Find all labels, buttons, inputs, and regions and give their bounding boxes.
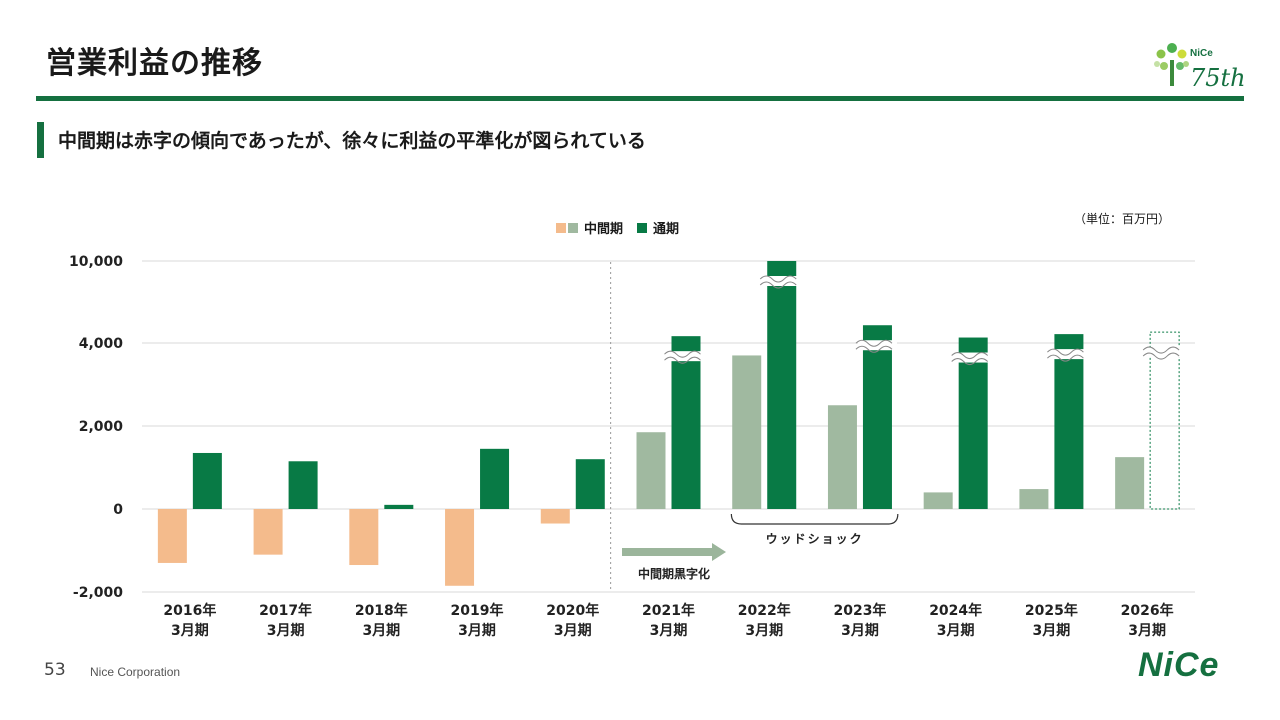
full-year-bar: [767, 261, 797, 509]
interim-bar: [157, 509, 187, 563]
full-year-bar: [671, 336, 701, 509]
x-tick-label: 2018年: [355, 602, 408, 619]
x-tick-label: 3月期: [458, 623, 496, 639]
axis-break-wave-icon: [855, 345, 893, 353]
anniversary-logo: NiCe 75th: [1150, 40, 1250, 92]
full-year-bar: [1054, 334, 1084, 509]
x-tick-label: 2019年: [451, 602, 504, 619]
x-tick-label: 3月期: [362, 623, 400, 639]
interim-bar: [923, 492, 953, 509]
chart-legend: 中間期 通期: [556, 218, 679, 237]
subtitle-accent-bar: [37, 122, 44, 158]
y-tick-label: 2,000: [79, 419, 124, 435]
full-year-bar: [480, 448, 510, 509]
legend-label-interim: 中間期: [584, 222, 624, 237]
interim-profit-label: 中間期黒字化: [638, 566, 710, 581]
subtitle: 中間期は赤字の傾向であったが、徐々に利益の平準化が図られている: [58, 130, 646, 152]
x-tick-label: 3月期: [267, 623, 305, 639]
page-title: 営業利益の推移: [46, 46, 263, 81]
svg-text:75th: 75th: [1190, 64, 1246, 92]
y-tick-label: 0: [113, 502, 123, 518]
interim-bar: [540, 509, 570, 524]
y-tick-label: -2,000: [73, 585, 123, 601]
page-number: 53: [44, 660, 66, 680]
interim-bar: [253, 509, 283, 555]
interim-bar: [349, 509, 379, 566]
x-tick-label: 2016年: [163, 602, 216, 619]
x-tick-label: 3月期: [841, 623, 879, 639]
wood-shock-label: ウッドショック: [766, 532, 864, 546]
x-tick-label: 2025年: [1025, 602, 1078, 619]
x-tick-label: 3月期: [650, 623, 688, 639]
interim-bar: [1115, 457, 1145, 509]
axis-break-wave-icon: [951, 358, 989, 366]
axis-break-wave-icon: [1142, 346, 1180, 354]
company-name: Nice Corporation: [90, 665, 181, 679]
x-tick-label: 3月期: [1033, 623, 1071, 639]
full-year-bar: [288, 461, 318, 509]
unit-label: （単位：百万円）: [1074, 212, 1171, 226]
x-tick-label: 2020年: [546, 602, 599, 619]
x-tick-label: 3月期: [745, 623, 783, 639]
axis-break-wave-icon: [951, 352, 989, 360]
y-tick-label: 10,000: [69, 254, 123, 270]
interim-bar: [1019, 489, 1049, 509]
axis-break-wave-icon: [1047, 354, 1084, 362]
title-underline: [36, 96, 1244, 101]
full-year-bar: [192, 452, 222, 509]
axis-break-wave-icon: [664, 356, 701, 364]
x-tick-label: 2024年: [929, 602, 982, 619]
axis-break-wave-icon: [1047, 348, 1084, 356]
legend-label-full-year: 通期: [653, 222, 680, 237]
full-year-bar: [575, 459, 605, 509]
axis-break-wave-icon: [664, 350, 701, 358]
x-tick-label: 2023年: [833, 602, 886, 619]
x-tick-label: 3月期: [171, 623, 209, 639]
forecast-bar: [1149, 331, 1180, 510]
axis-break-wave-icon: [1142, 352, 1180, 360]
legend-swatch-full-year: [637, 222, 648, 233]
x-tick-label: 3月期: [1128, 623, 1166, 639]
tree-icon: [1154, 43, 1189, 86]
x-tick-label: 3月期: [554, 623, 592, 639]
axis-break-wave-icon: [759, 281, 797, 289]
axis-break-wave-icon: [759, 275, 797, 283]
wood-shock-bracket: [730, 513, 899, 525]
interim-bar: [827, 405, 857, 509]
x-tick-label: 2017年: [259, 602, 312, 619]
x-tick-label: 2021年: [642, 602, 695, 619]
x-tick-label: 2022年: [738, 602, 791, 619]
svg-text:NiCe: NiCe: [1190, 48, 1213, 59]
nice-logo: NiCe: [1138, 646, 1220, 684]
full-year-bar: [862, 325, 892, 509]
legend-swatch-interim-loss: [556, 222, 566, 233]
interim-bar: [445, 509, 475, 586]
full-year-bar: [384, 504, 414, 509]
axis-break-wave-icon: [855, 339, 893, 347]
interim-bar: [636, 432, 666, 509]
x-tick-label: 2026年: [1121, 602, 1174, 619]
interim-bar: [732, 355, 762, 509]
legend-swatch-interim-profit: [568, 222, 578, 233]
x-tick-label: 3月期: [937, 623, 975, 639]
y-tick-label: 4,000: [79, 336, 124, 352]
interim-profit-arrow: [622, 543, 726, 561]
full-year-bar: [958, 337, 988, 509]
